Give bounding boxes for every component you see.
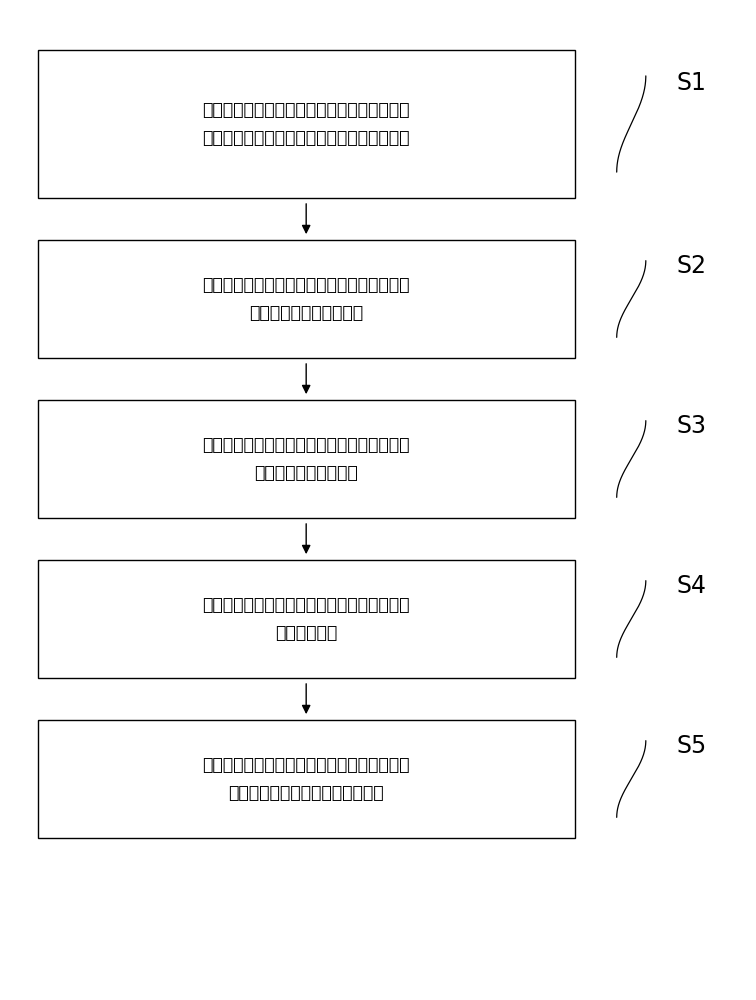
Text: 计算所述待测的一组母排通过所述第一电流时
的温升标准差: 计算所述待测的一组母排通过所述第一电流时 的温升标准差 <box>203 596 410 642</box>
Text: S1: S1 <box>677 71 707 95</box>
Text: 根据所述温升标准差判断所述待测的一组母排
通过所述第一电流时温升的一致性: 根据所述温升标准差判断所述待测的一组母排 通过所述第一电流时温升的一致性 <box>203 756 410 802</box>
Bar <box>38 240 575 358</box>
Bar <box>38 720 575 838</box>
Text: S2: S2 <box>677 254 707 278</box>
Text: 对待测的一组母排中的每个母排均施加第一电
流，实时采集并记录所述每个母排的温度参数: 对待测的一组母排中的每个母排均施加第一电 流，实时采集并记录所述每个母排的温度参… <box>203 101 410 147</box>
Text: 根据所述每个母排的温升值，计算所述待测的
一组母排的平均温升值: 根据所述每个母排的温升值，计算所述待测的 一组母排的平均温升值 <box>203 436 410 482</box>
Text: 根据记录的温度参数，计算所述每个母排通过
所述第一电流时的温升值: 根据记录的温度参数，计算所述每个母排通过 所述第一电流时的温升值 <box>203 276 410 322</box>
Bar <box>38 560 575 678</box>
Text: S4: S4 <box>677 574 707 598</box>
Bar <box>38 50 575 198</box>
Text: S5: S5 <box>677 734 707 758</box>
Bar <box>38 400 575 518</box>
Text: S3: S3 <box>677 414 707 438</box>
